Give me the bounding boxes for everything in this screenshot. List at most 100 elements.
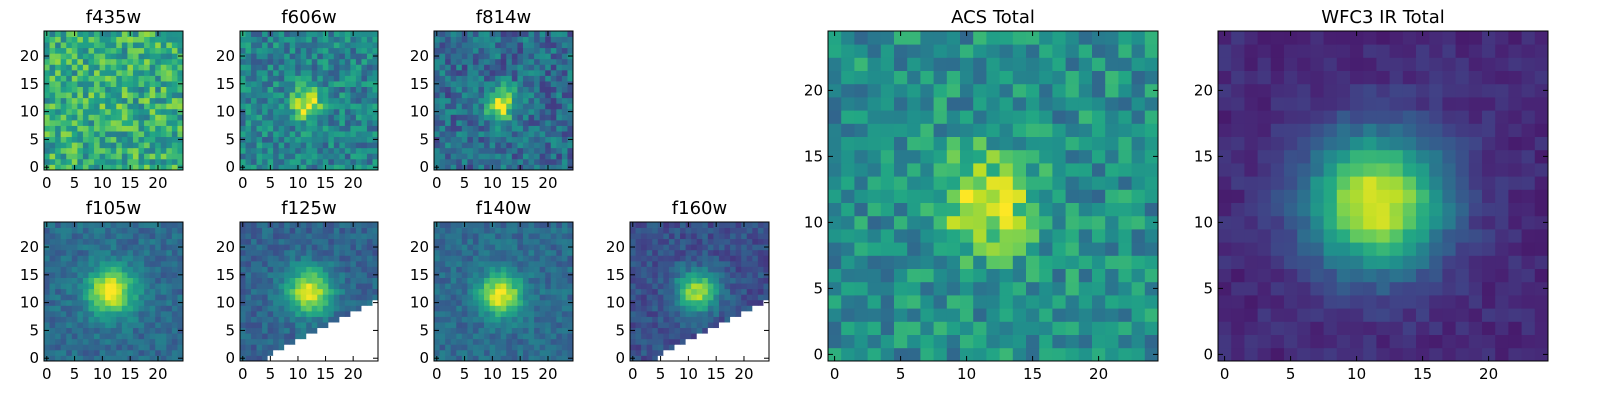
heatmap-cell (138, 103, 145, 110)
heatmap-cell (445, 344, 452, 351)
heatmap-cell (696, 338, 703, 345)
heatmap-cell (484, 283, 490, 290)
heatmap-cell (127, 108, 134, 115)
heatmap-cell (500, 283, 507, 290)
heatmap-cell (828, 268, 842, 283)
heatmap-cell (361, 64, 368, 71)
heatmap-cell (55, 283, 62, 290)
heatmap-cell (680, 288, 686, 295)
heatmap-cell (828, 334, 842, 349)
heatmap-cell (630, 333, 636, 340)
heatmap-cell (450, 31, 457, 37)
heatmap-cell (539, 244, 546, 251)
heatmap-cell (110, 310, 117, 317)
heatmap-cell (1118, 189, 1132, 203)
heatmap-cell (880, 189, 895, 203)
heatmap-cell (713, 244, 720, 251)
heatmap-cell (166, 42, 173, 49)
heatmap-cell (289, 333, 296, 340)
heatmap-cell (841, 268, 855, 283)
heatmap-cell (256, 36, 263, 43)
heatmap-cell (539, 305, 546, 312)
heatmap-cell (668, 255, 675, 262)
heatmap-cell (322, 92, 329, 99)
heatmap-cell (1052, 347, 1066, 362)
heatmap-cell (339, 266, 346, 273)
heatmap-cell (55, 31, 62, 37)
heatmap-cell (166, 53, 173, 60)
heatmap-cell (506, 97, 513, 104)
heatmap-cell (138, 97, 145, 104)
heatmap-cell (456, 238, 463, 245)
x-tick-label: 5 (70, 365, 80, 383)
heatmap-cell (478, 283, 485, 290)
heatmap-cell (138, 355, 145, 362)
heatmap-cell (556, 344, 563, 351)
heatmap-cell (82, 310, 89, 317)
heatmap-cell (450, 47, 457, 54)
panel-title: f140w (476, 198, 531, 219)
heatmap-cell (730, 305, 737, 312)
heatmap-cell (867, 308, 882, 322)
heatmap-cell (680, 272, 686, 278)
heatmap-cell (506, 255, 513, 262)
heatmap-cell (522, 222, 529, 228)
heatmap-cell (94, 64, 100, 71)
heatmap-cell (500, 227, 507, 234)
heatmap-cell (284, 92, 291, 99)
heatmap-cells (630, 222, 770, 362)
heatmap-cell (245, 299, 252, 306)
heatmap-cell (434, 119, 440, 126)
heatmap-cell (88, 125, 95, 132)
heatmap-cell (344, 305, 351, 312)
heatmap-cell (55, 260, 62, 267)
heatmap-cell (1144, 334, 1159, 349)
heatmap-cell (155, 81, 162, 87)
heatmap-cell (511, 338, 518, 345)
heatmap-cell (166, 272, 173, 278)
heatmap-cell (278, 142, 285, 149)
heatmap-cell (339, 305, 346, 312)
heatmap-cell (44, 92, 50, 99)
heatmap-cell (450, 125, 457, 132)
heatmap-cell (155, 294, 162, 301)
heatmap-cell (344, 249, 351, 256)
heatmap-cell (350, 131, 357, 138)
heatmap-cell (946, 215, 961, 230)
heatmap-cell (171, 338, 178, 345)
heatmap-cell (522, 272, 529, 278)
heatmap-cell (1105, 268, 1119, 283)
heatmap-cell (328, 53, 335, 60)
heatmap-cell (561, 344, 568, 351)
heatmap-cell (445, 272, 452, 278)
heatmap-cell (484, 266, 490, 273)
heatmap-cell (1078, 176, 1093, 190)
heatmap-cell (278, 119, 285, 126)
heatmap-cell (328, 272, 335, 278)
heatmap-cell (500, 255, 507, 262)
heatmap-cell (333, 327, 340, 334)
heatmap-cell (539, 227, 546, 234)
heatmap-cell (344, 222, 351, 228)
heatmap-cell (550, 97, 557, 104)
heatmap-cell (99, 119, 106, 126)
heatmap-cell (127, 125, 134, 132)
heatmap-cell (545, 58, 552, 65)
heatmap-cell (116, 103, 123, 110)
heatmap-cell (500, 97, 507, 104)
heatmap-cell (920, 308, 934, 322)
heatmap-cell (144, 238, 151, 245)
heatmap-cell (691, 338, 698, 345)
heatmap-cell (741, 227, 748, 234)
heatmap-cell (251, 255, 257, 262)
heatmap-cell (88, 277, 95, 284)
heatmap-cell (730, 333, 737, 340)
heatmap-cell (691, 222, 698, 228)
heatmap-cell (556, 327, 563, 334)
heatmap-cell (663, 266, 670, 273)
heatmap-cell (273, 103, 280, 110)
heatmap-cell (495, 97, 502, 104)
heatmap-cell (500, 81, 507, 87)
heatmap-cell (273, 147, 280, 154)
heatmap-cell (278, 266, 285, 273)
